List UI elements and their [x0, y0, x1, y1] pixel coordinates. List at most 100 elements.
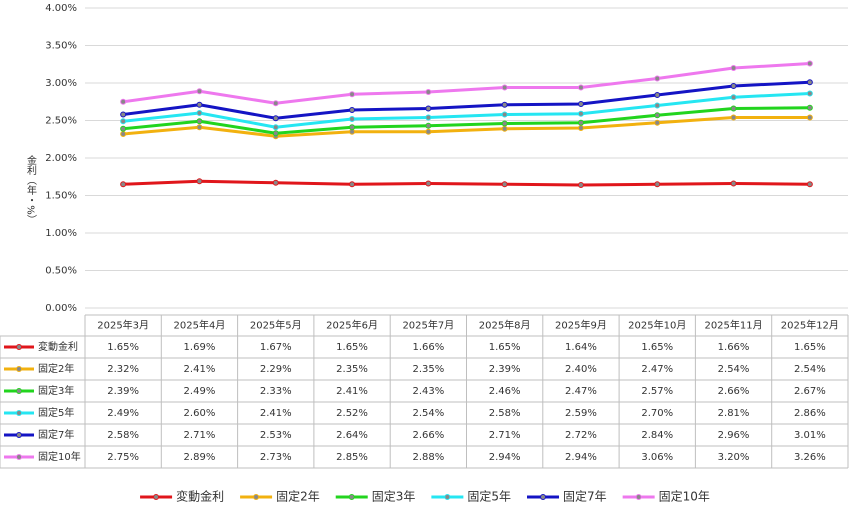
- data-point: [806, 114, 813, 121]
- legend-marker: [16, 410, 22, 416]
- data-point: [425, 105, 432, 112]
- table-value: 2.75%: [107, 452, 139, 463]
- legend-marker: [348, 494, 355, 500]
- table-value: 3.06%: [641, 452, 673, 463]
- data-point: [654, 92, 661, 98]
- y-tick-label: 1.50%: [45, 191, 77, 202]
- data-point: [120, 125, 127, 132]
- table-value: 2.64%: [336, 430, 368, 441]
- y-tick-label: 0.00%: [45, 303, 77, 314]
- table-value: 1.66%: [412, 342, 444, 353]
- table-value: 2.29%: [260, 364, 292, 375]
- table-value: 2.59%: [565, 408, 597, 419]
- data-point: [120, 131, 127, 137]
- data-point: [196, 88, 203, 95]
- table-value: 2.35%: [412, 364, 444, 375]
- data-point: [425, 122, 432, 129]
- table-value: 1.66%: [718, 342, 750, 353]
- legend-marker: [16, 388, 22, 394]
- table-value: 2.58%: [107, 430, 139, 441]
- data-point: [120, 118, 127, 125]
- table-value: 1.64%: [565, 342, 597, 353]
- table-value: 3.26%: [794, 452, 826, 463]
- legend-marker: [444, 494, 451, 500]
- data-point: [730, 83, 737, 89]
- x-tick-label: 2025年6月: [326, 319, 378, 332]
- table-value: 2.49%: [184, 386, 216, 397]
- data-point: [272, 115, 279, 122]
- data-point: [349, 116, 356, 122]
- table-value: 3.01%: [794, 430, 826, 441]
- x-tick-label: 2025年12月: [781, 319, 839, 332]
- legend-marker: [16, 344, 22, 350]
- table-value: 2.81%: [718, 408, 750, 419]
- table-value: 2.33%: [260, 386, 292, 397]
- data-point: [196, 124, 203, 131]
- legend-label: 変動金利: [176, 489, 224, 504]
- data-point: [654, 119, 661, 126]
- table-value: 2.54%: [412, 408, 444, 419]
- series-line: [123, 106, 810, 135]
- data-point: [196, 101, 203, 108]
- data-point: [425, 180, 432, 187]
- data-point: [577, 84, 584, 91]
- legend-marker: [16, 366, 22, 372]
- table-value: 1.65%: [794, 342, 826, 353]
- data-point: [501, 181, 508, 188]
- table-value: 1.65%: [107, 342, 139, 353]
- series-line: [123, 179, 810, 187]
- table-value: 1.65%: [489, 342, 521, 353]
- table-value: 2.57%: [641, 386, 673, 397]
- data-point: [730, 114, 737, 121]
- x-tick-label: 2025年11月: [704, 319, 762, 332]
- data-point: [806, 79, 813, 86]
- table-value: 2.41%: [184, 364, 216, 375]
- data-point: [501, 120, 508, 127]
- data-point: [806, 181, 813, 188]
- table-value: 2.46%: [489, 386, 521, 397]
- series-line: [122, 62, 810, 105]
- legend-marker: [16, 432, 22, 438]
- table-value: 2.73%: [260, 452, 292, 463]
- data-point: [425, 114, 432, 121]
- data-point: [806, 90, 813, 97]
- table-value: 2.88%: [412, 452, 444, 463]
- table-value: 2.66%: [412, 430, 444, 441]
- x-tick-label: 2025年10月: [628, 319, 686, 332]
- data-point: [272, 130, 279, 137]
- data-point: [501, 125, 508, 132]
- x-tick-label: 2025年9月: [555, 319, 607, 332]
- table-value: 2.32%: [107, 364, 139, 375]
- table-value: 2.70%: [641, 408, 673, 419]
- data-point: [120, 111, 127, 118]
- table-value: 2.60%: [184, 408, 216, 419]
- y-tick-label: 2.00%: [45, 153, 77, 164]
- table-value: 2.84%: [641, 430, 673, 441]
- data-point: [577, 125, 584, 131]
- table-value: 2.53%: [260, 430, 292, 441]
- row-label: 固定10年: [38, 450, 81, 463]
- y-tick-label: 0.50%: [45, 266, 77, 277]
- table-value: 2.66%: [718, 386, 750, 397]
- table-value: 1.67%: [260, 342, 292, 353]
- table-value: 2.94%: [489, 452, 521, 463]
- table-value: 2.43%: [412, 386, 444, 397]
- table-value: 2.39%: [107, 386, 139, 397]
- table-value: 3.20%: [718, 452, 750, 463]
- legend-marker: [153, 494, 160, 500]
- row-label: 固定5年: [38, 406, 74, 419]
- table-value: 2.41%: [260, 408, 292, 419]
- data-point: [272, 124, 279, 131]
- data-point: [272, 179, 279, 186]
- data-point: [577, 101, 584, 107]
- legend-label: 固定5年: [467, 489, 511, 504]
- data-point: [730, 65, 737, 71]
- table-value: 2.96%: [718, 430, 750, 441]
- table-value: 2.52%: [336, 408, 368, 419]
- table-value: 2.40%: [565, 364, 597, 375]
- table-value: 2.47%: [565, 386, 597, 397]
- legend-label: 固定3年: [372, 489, 416, 504]
- x-tick-label: 2025年4月: [174, 319, 226, 332]
- series-line: [122, 80, 810, 120]
